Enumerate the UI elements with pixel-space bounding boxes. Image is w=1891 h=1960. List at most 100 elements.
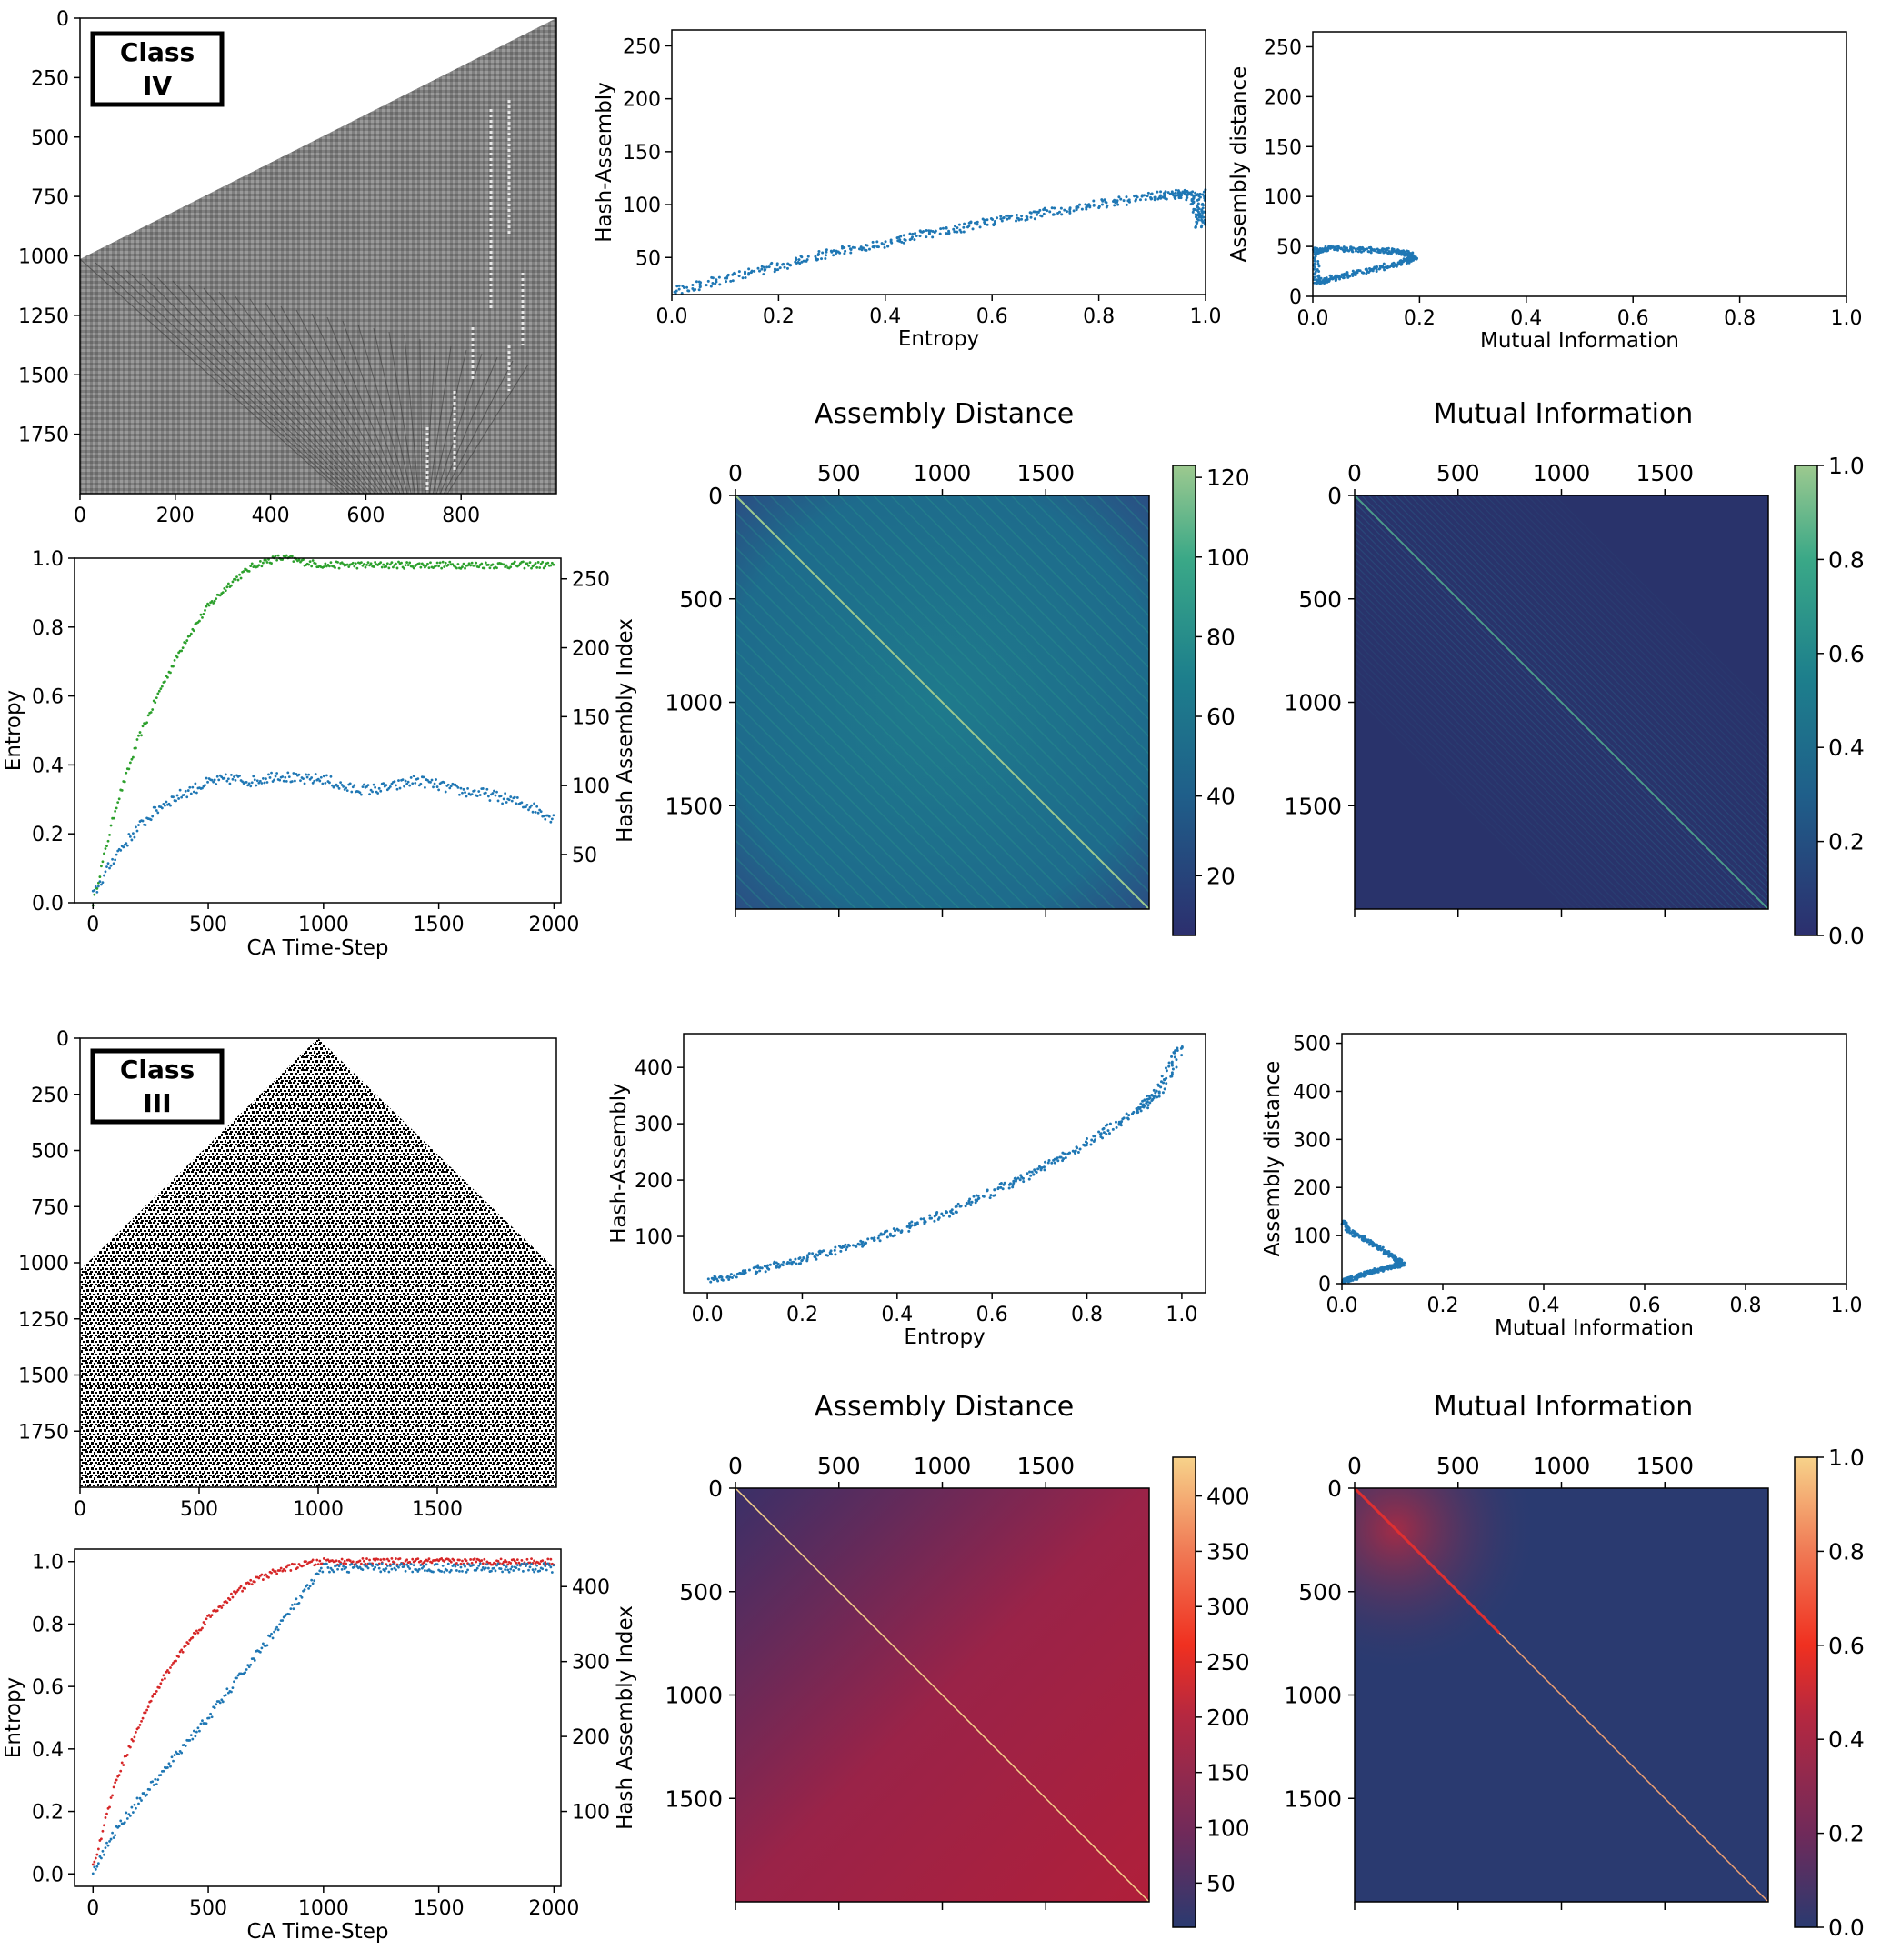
entropy-point [484,561,487,565]
hash-point [267,773,270,776]
hash-point [236,1674,240,1677]
plot-background [684,1034,1206,1293]
scatter-point [1021,1176,1025,1180]
scatter-point [811,1252,815,1255]
entropy-point [250,1583,254,1586]
scatter-point [1016,217,1020,221]
scatter-point [797,258,801,262]
entropy-point [491,1563,495,1566]
scatter-point [876,245,880,249]
scatter-point [1362,249,1366,253]
entropy-point [448,560,452,564]
entropy-point [475,561,478,565]
scatter-point [1047,1159,1051,1163]
hash-point [395,787,399,791]
hash-point [210,1715,214,1719]
scatter-point [1195,194,1198,197]
hash-point [228,782,232,785]
x-tick-label: 0 [1347,460,1362,486]
scatter-point [1174,191,1177,195]
ca-glider-trace [280,305,390,495]
y-tick-label: 1.0 [32,1552,64,1575]
scatter-point [845,1248,848,1252]
scatter-point [1084,1140,1087,1144]
x-tick-label: 0.2 [1404,307,1436,330]
hash-point [520,1562,524,1565]
hash-point [525,803,529,806]
entropy-point [151,708,155,711]
scatter-point [730,1275,734,1279]
hash-point [233,775,235,778]
entropy-point [128,1745,132,1749]
hash-point [135,1796,139,1800]
scatter-point [1378,250,1382,254]
heatmap-title: Mutual Information [1434,398,1694,430]
scatter-point [709,285,713,288]
entropy-point [455,1562,458,1565]
hash-point [292,1607,295,1611]
scatter-point [799,1262,803,1265]
heatmap-band [735,839,805,910]
entropy-point [455,566,458,570]
hash-point [336,1567,339,1571]
scatter-point [1395,1257,1398,1261]
heatmap-band [1354,667,1596,910]
x-tick-label: 0.2 [763,305,795,328]
heatmap-band [1519,495,1769,745]
hash-point [430,778,434,782]
entropy-point [475,1560,478,1564]
hash-point [459,786,463,790]
hash-point [265,781,269,784]
scatter-point [1063,208,1066,212]
entropy-point [310,565,314,568]
hash-point [292,772,295,775]
hash-point [470,793,474,796]
hash-point [409,1563,413,1566]
scatter-point [834,1253,837,1256]
hash-point [105,865,108,868]
hash-point [331,1568,334,1572]
hash-point [258,1650,262,1654]
scatter-point [782,262,785,265]
entropy-point [314,562,317,565]
scatter-point [1378,266,1382,270]
entropy-point [157,689,161,693]
scatter-point [1062,1157,1066,1161]
scatter-point [1381,1269,1385,1273]
entropy-point [322,1557,325,1560]
heatmap-band [1354,556,1707,910]
entropy-point [244,1587,247,1590]
scatter-point [1056,1159,1060,1163]
scatter-point [1030,1170,1034,1174]
hash-point [250,781,254,785]
heatmap-band [1354,653,1611,910]
colorbar [1172,465,1196,936]
scatter-point [1125,203,1128,206]
scatter-point [1316,260,1320,264]
hash-point [270,1632,273,1635]
entropy-point [538,566,542,569]
scatter-point [1029,211,1033,215]
scatter-point [999,1185,1003,1189]
hash-point [464,1565,466,1568]
hash-point [360,793,363,796]
scatter-point [1166,191,1170,195]
entropy-point [390,1556,394,1560]
entropy-point [520,1558,524,1562]
heatmap-band [1354,625,1638,910]
hash-point [245,1668,248,1671]
scatter-point [1177,190,1181,194]
scatter-point [691,286,695,290]
entropy-point [541,1559,545,1563]
scatter-point [1375,270,1378,274]
hash-point [307,1586,311,1590]
y-tick-label: 0.0 [32,893,64,915]
scatter-point [1163,195,1166,198]
entropy_hash_iii-panel: 0 500 1000 1500 20000.00.20.40.60.81.0100200… [2,1548,637,1944]
hash-point [507,1570,511,1574]
entropy-point [388,563,392,566]
heatmap-band [1354,598,1666,910]
hash-point [374,785,377,789]
ca-evolution-region [80,18,556,494]
scatter-point [1170,1064,1174,1067]
